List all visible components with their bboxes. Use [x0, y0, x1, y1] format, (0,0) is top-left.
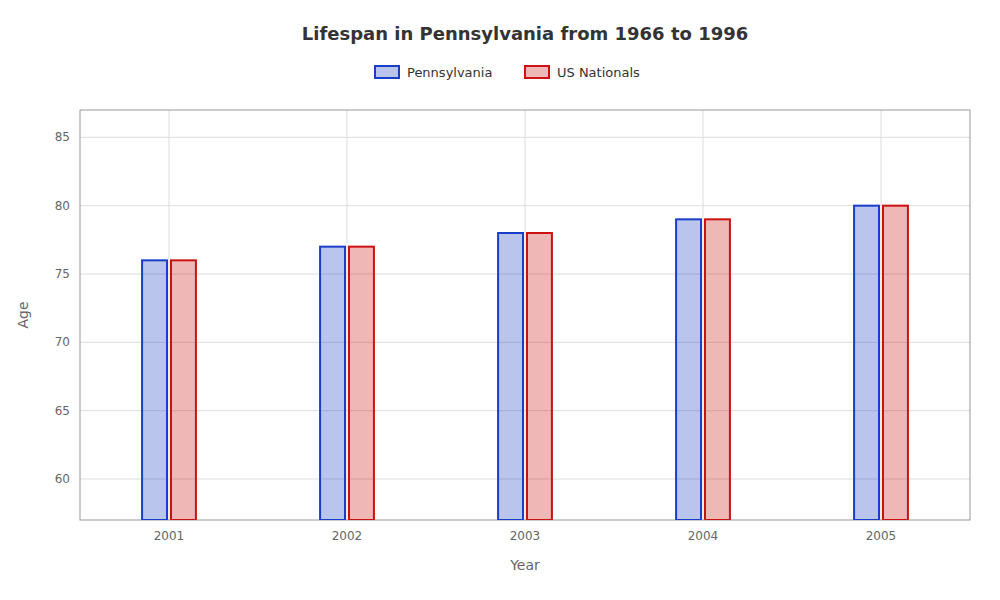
x-tick-label: 2003	[510, 529, 541, 543]
x-grid-line	[525, 110, 526, 520]
legend: Pennsylvania US Nationals	[375, 65, 640, 80]
bar	[349, 247, 374, 520]
bar	[676, 219, 701, 520]
x-tick-label: 2002	[332, 529, 363, 543]
bar	[142, 260, 167, 520]
y-tick-label: 85	[55, 130, 70, 144]
x-grid-line	[169, 110, 170, 520]
chart-title: Lifespan in Pennsylvania from 1966 to 19…	[302, 23, 748, 44]
grid	[80, 110, 970, 520]
y-tick-label: 75	[55, 267, 70, 281]
x-grid-line	[347, 110, 348, 520]
y-tick-label: 60	[55, 472, 70, 486]
legend-swatch	[375, 66, 399, 78]
plot-frame	[80, 110, 970, 520]
bar	[705, 219, 730, 520]
x-tick-label: 2004	[688, 529, 719, 543]
bars	[142, 206, 908, 520]
y-tick-label: 70	[55, 335, 70, 349]
legend-label: Pennsylvania	[407, 65, 492, 80]
bar	[498, 233, 523, 520]
bar	[527, 233, 552, 520]
bar	[320, 247, 345, 520]
chart-svg: 60 65 70 75 80 85 2001 2002 2003 2004 2005 Lifespan…	[0, 0, 1000, 600]
x-axis-label: Year	[509, 557, 540, 573]
y-axis-label: Age	[15, 301, 31, 328]
y-tick-label: 65	[55, 404, 70, 418]
legend-swatch	[525, 66, 549, 78]
bar	[883, 206, 908, 520]
bar	[854, 206, 879, 520]
x-grid-line	[703, 110, 704, 520]
legend-label: US Nationals	[557, 65, 640, 80]
x-tick-label: 2001	[154, 529, 185, 543]
y-tick-label: 80	[55, 199, 70, 213]
x-grid-line	[881, 110, 882, 520]
bar	[171, 260, 196, 520]
x-tick-label: 2005	[866, 529, 897, 543]
chart-container: 60 65 70 75 80 85 2001 2002 2003 2004 2005 Lifespan…	[0, 0, 1000, 600]
